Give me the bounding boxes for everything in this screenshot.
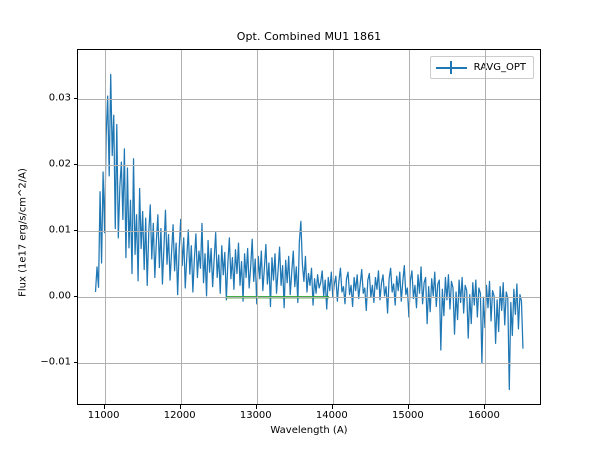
x-tick-label: 15000: [391, 410, 424, 421]
grid-line-vertical: [332, 50, 334, 404]
x-tick-label: 14000: [315, 410, 348, 421]
x-tick-label: 11000: [87, 410, 120, 421]
plot-axes: RAVG_OPT: [77, 49, 541, 405]
y-tick-mark: [73, 230, 77, 232]
x-tick-label: 16000: [468, 410, 500, 421]
y-tick-mark: [73, 296, 77, 298]
x-tick-mark: [407, 405, 409, 409]
y-tick-mark: [73, 362, 77, 364]
x-axis-label: Wavelength (A): [270, 425, 348, 436]
legend-label-ravg-opt: RAVG_OPT: [473, 62, 526, 73]
grid-line-vertical: [180, 50, 182, 404]
series-line-ravg-opt: [94, 73, 524, 391]
grid-line-vertical: [484, 50, 486, 404]
y-axis-label: Flux (1e17 erg/s/cm^2/A): [17, 168, 29, 297]
y-tick-label: 0.00: [48, 290, 71, 302]
y-tick-mark: [73, 98, 77, 100]
grid-line-vertical: [104, 50, 106, 404]
x-tick-mark: [103, 405, 105, 409]
x-tick-mark: [255, 405, 257, 409]
x-tick-mark: [179, 405, 181, 409]
grid-line-vertical: [408, 50, 410, 404]
grid-line-horizontal: [78, 165, 540, 167]
x-tick-label: 13000: [239, 410, 272, 421]
errorbar-plus-icon: [435, 61, 467, 74]
x-tick-mark: [483, 405, 485, 409]
grid-line-horizontal: [78, 363, 540, 365]
y-tick-label: −0.01: [40, 356, 71, 368]
y-tick-label: 0.03: [48, 92, 71, 104]
x-tick-label: 12000: [163, 410, 196, 421]
grid-line-horizontal: [78, 231, 540, 233]
y-tick-label: 0.02: [48, 158, 71, 170]
grid-line-horizontal: [78, 99, 540, 101]
y-tick-mark: [73, 164, 77, 166]
chart-title: Opt. Combined MU1 1861: [236, 30, 382, 43]
grid-line-vertical: [256, 50, 258, 404]
spectrum-plot-area: [94, 73, 524, 391]
legend[interactable]: RAVG_OPT: [429, 56, 534, 79]
grid-line-horizontal: [78, 297, 540, 299]
x-tick-mark: [331, 405, 333, 409]
y-tick-label: 0.01: [48, 224, 71, 236]
